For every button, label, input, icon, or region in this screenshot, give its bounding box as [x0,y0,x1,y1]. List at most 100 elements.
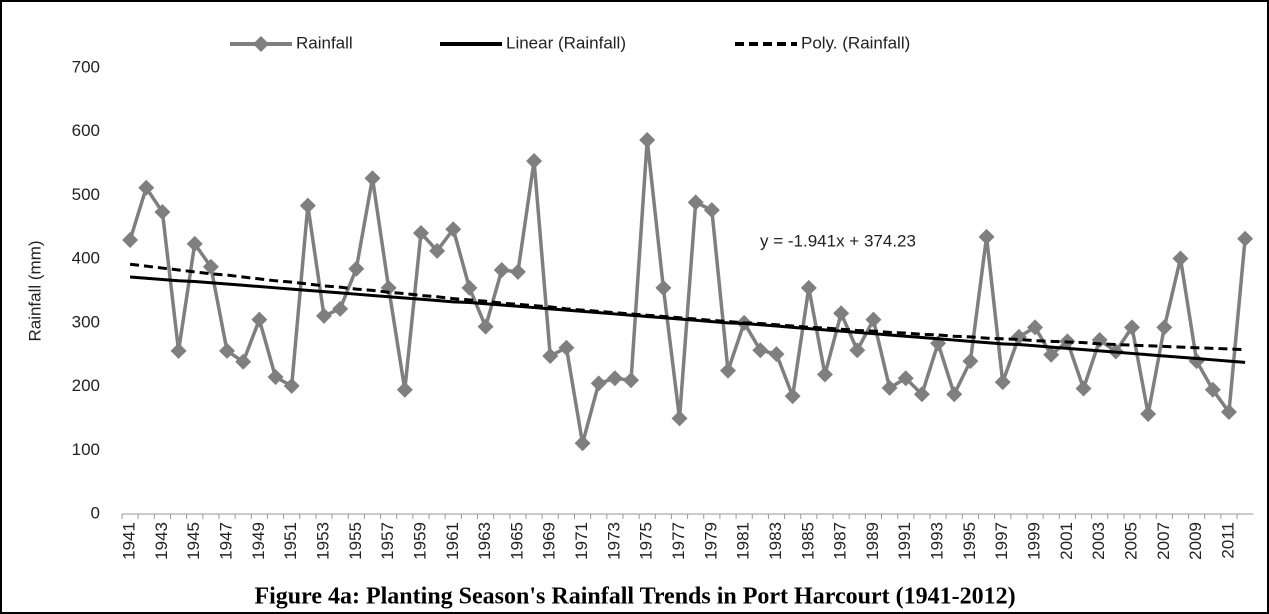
data-point [703,202,720,219]
data-point [849,342,866,359]
data-point [202,258,219,275]
data-point [752,342,769,359]
x-tick-label: 1951 [281,522,300,560]
data-point [639,131,656,148]
x-tick-label: 1969 [540,522,559,560]
data-point [542,347,559,364]
y-tick-label: 700 [72,57,100,76]
data-point [1075,380,1092,397]
x-tick-label: 1975 [637,522,656,560]
data-point [348,260,365,277]
data-point [477,318,494,335]
y-tick-label: 300 [72,312,100,331]
x-tick-label: 1961 [443,522,462,560]
data-point [1156,319,1173,336]
data-point [558,339,575,356]
x-tick-label: 1959 [410,522,429,560]
data-point [816,366,833,383]
data-point [1140,405,1157,422]
data-point [170,342,187,359]
x-tick-label: 1955 [346,522,365,560]
annotation: y = -1.941x + 374.23 [760,231,916,250]
y-tick-label: 400 [72,249,100,268]
y-tick-label: 200 [72,376,100,395]
data-point [865,311,882,328]
data-point [509,263,526,280]
data-point [623,372,640,389]
x-tick-label: 1949 [249,522,268,560]
data-point [396,381,413,398]
data-point [493,261,510,278]
x-tick-label: 1943 [152,522,171,560]
x-tick-label: 1999 [1025,522,1044,560]
x-tick-label: 2005 [1121,522,1140,560]
y-tick-label: 500 [72,185,100,204]
data-point [1204,381,1221,398]
data-point [526,153,543,170]
data-point [1237,230,1254,247]
data-point [913,386,930,403]
data-point [1027,319,1044,336]
data-point [720,362,736,379]
x-tick-label: 1989 [863,522,882,560]
data-point [994,374,1011,391]
x-tick-label: 1993 [928,522,947,560]
data-point [445,221,462,238]
x-tick-label: 1957 [378,522,397,560]
x-tick-label: 1985 [798,522,817,560]
data-point [1172,250,1189,267]
x-tick-label: 1953 [313,522,332,560]
data-point [299,197,316,214]
data-point [138,179,155,196]
data-point [655,279,672,296]
y-axis-label: Rainfall (mm) [25,240,44,341]
data-point [1220,404,1237,421]
data-point [122,232,139,249]
series-line [129,262,1246,352]
data-point [784,388,801,405]
data-point [461,279,478,296]
data-point [429,242,446,259]
data-point [251,311,268,328]
legend-label: Linear (Rainfall) [506,33,626,52]
x-tick-label: 2003 [1089,522,1108,560]
chart-title: Figure 4a: Planting Season's Rainfall Tr… [254,584,1015,610]
data-point [833,305,850,322]
x-tick-label: 1963 [475,522,494,560]
data-point [606,370,623,387]
data-point [671,410,688,427]
data-point [978,228,995,245]
y-tick-label: 0 [91,503,100,522]
y-tick-label: 100 [72,440,100,459]
x-tick-label: 1941 [120,522,139,560]
data-point [235,353,252,370]
x-tick-label: 1973 [604,522,623,560]
data-point [364,170,381,187]
data-point [590,375,607,392]
x-tick-label: 1971 [572,522,591,560]
x-tick-label: 1977 [669,522,688,560]
legend-label: Rainfall [296,33,353,52]
x-tick-label: 1981 [734,522,753,560]
data-point [897,370,914,387]
data-point [283,377,300,394]
data-point [267,369,284,386]
x-tick-label: 1991 [895,522,914,560]
data-point [687,194,704,211]
data-point [962,353,979,370]
data-point [412,225,429,242]
x-tick-label: 2007 [1154,522,1173,560]
x-tick-label: 1995 [960,522,979,560]
data-point [332,300,349,317]
data-point [768,346,785,363]
data-point [574,435,591,452]
data-point [186,235,203,252]
data-point [219,342,236,359]
x-tick-label: 1947 [217,522,236,560]
x-tick-label: 1987 [831,522,850,560]
x-tick-label: 1983 [766,522,785,560]
legend-marker [253,36,269,52]
data-point [881,379,898,396]
data-point [1124,319,1140,336]
